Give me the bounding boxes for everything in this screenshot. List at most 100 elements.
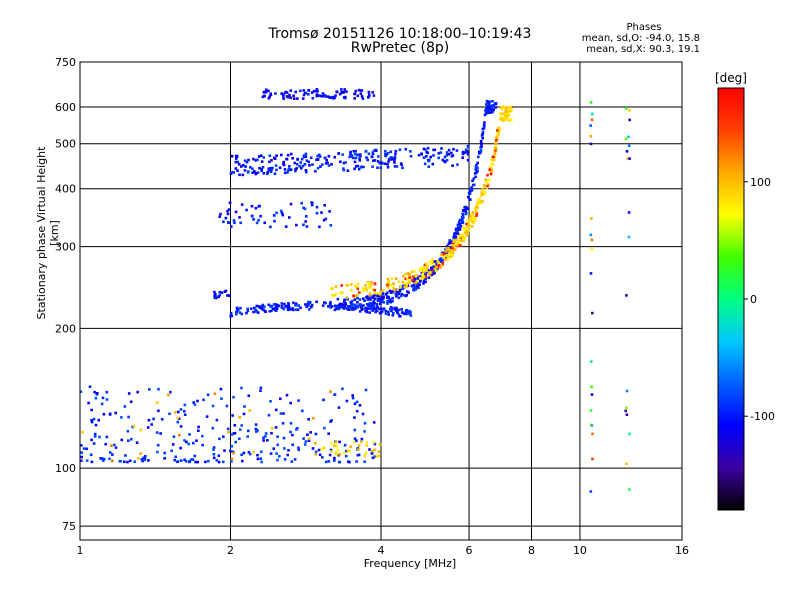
data-point <box>249 307 253 310</box>
data-point <box>129 400 133 404</box>
data-point <box>440 253 443 256</box>
data-point <box>414 281 417 285</box>
data-point <box>278 455 281 458</box>
data-point <box>364 388 368 392</box>
x-tick-label: 6 <box>466 544 473 557</box>
data-point <box>286 308 290 312</box>
data-point <box>258 166 261 170</box>
data-point <box>368 292 372 295</box>
data-point <box>403 293 406 297</box>
data-point <box>397 280 401 283</box>
data-point <box>252 157 255 161</box>
data-point <box>283 171 287 175</box>
data-point <box>422 275 426 279</box>
data-point <box>241 459 244 463</box>
data-point <box>349 150 352 154</box>
y-tick-label: 200 <box>55 322 76 335</box>
data-point <box>289 202 293 206</box>
data-point <box>353 416 356 419</box>
data-point <box>371 165 374 168</box>
data-point <box>263 95 266 98</box>
data-point <box>321 304 325 307</box>
data-point <box>363 421 367 425</box>
data-point <box>333 456 336 460</box>
data-point <box>408 312 411 316</box>
data-point <box>370 306 373 309</box>
data-point <box>507 110 510 114</box>
data-point <box>362 165 365 169</box>
data-point <box>368 305 371 309</box>
data-point <box>504 110 507 113</box>
data-point <box>105 435 109 439</box>
data-point <box>422 282 425 285</box>
data-point <box>230 225 233 228</box>
data-point <box>465 150 469 153</box>
y-tick-label: 750 <box>55 56 76 69</box>
data-point <box>379 300 382 304</box>
data-point <box>387 295 390 299</box>
data-point <box>378 292 382 296</box>
data-point <box>418 275 421 278</box>
data-point <box>375 309 379 312</box>
x-tick-label: 4 <box>378 544 385 557</box>
data-point <box>259 389 262 392</box>
data-point <box>288 216 291 219</box>
data-point <box>328 453 332 457</box>
data-point <box>195 439 198 442</box>
data-point <box>362 307 365 311</box>
data-point <box>486 106 489 110</box>
data-point <box>373 297 377 301</box>
data-point <box>270 431 273 435</box>
data-point <box>367 152 371 156</box>
data-point <box>445 153 449 157</box>
data-point <box>267 89 270 93</box>
data-point <box>307 93 310 96</box>
data-point <box>461 221 464 225</box>
data-point <box>187 442 191 446</box>
data-point <box>261 95 265 99</box>
data-point <box>452 249 455 253</box>
data-point <box>485 99 489 103</box>
data-point <box>430 267 434 270</box>
data-point <box>295 428 298 431</box>
data-point <box>80 444 83 447</box>
data-point <box>240 312 244 316</box>
data-point <box>323 156 327 160</box>
data-point <box>242 412 246 416</box>
data-point <box>453 233 457 236</box>
data-point <box>352 294 355 298</box>
data-point <box>490 158 493 162</box>
data-point <box>357 444 361 447</box>
data-point <box>364 451 368 455</box>
data-point <box>412 270 416 273</box>
data-point <box>390 309 393 313</box>
data-point <box>412 275 415 278</box>
data-point <box>90 408 93 412</box>
data-point <box>325 159 328 162</box>
data-point <box>170 449 173 453</box>
data-point <box>368 311 371 314</box>
data-point <box>447 152 450 156</box>
data-point <box>309 156 313 160</box>
data-point <box>365 444 368 447</box>
data-point <box>307 437 311 440</box>
data-point <box>451 243 454 247</box>
data-point <box>492 108 495 111</box>
data-point <box>474 218 477 221</box>
data-point <box>302 89 306 92</box>
data-point <box>329 420 332 423</box>
data-point <box>156 450 159 454</box>
data-point <box>403 282 406 285</box>
data-point <box>319 165 322 168</box>
data-point <box>239 428 242 431</box>
data-point <box>113 443 116 447</box>
data-point <box>424 277 427 281</box>
data-point <box>242 451 246 455</box>
data-point <box>289 401 292 405</box>
data-point <box>405 272 409 276</box>
data-point <box>260 450 263 454</box>
data-point <box>335 90 339 94</box>
data-point <box>496 131 500 135</box>
data-point <box>342 167 345 170</box>
data-point <box>372 159 375 162</box>
